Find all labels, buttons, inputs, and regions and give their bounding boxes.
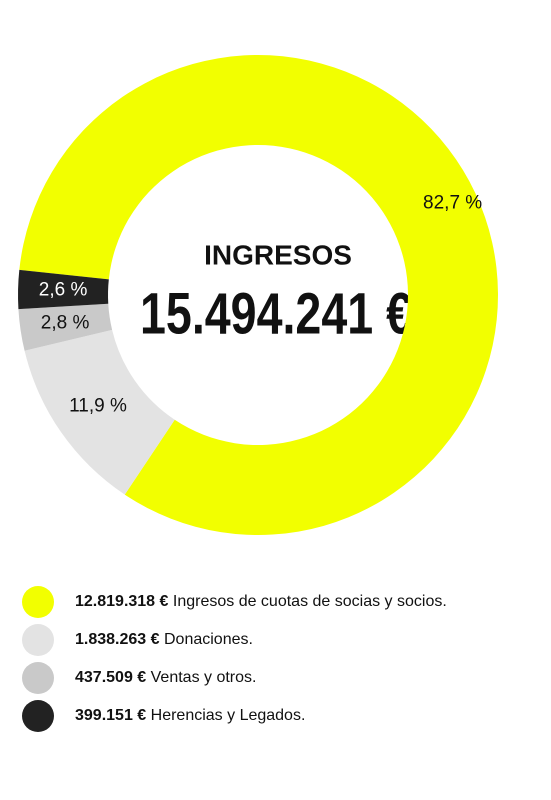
legend-amount: 437.509 € — [75, 669, 146, 686]
legend-entry: 437.509 € Ventas y otros. — [75, 669, 256, 686]
legend-amount: 399.151 € — [75, 707, 146, 724]
legend-entry: 12.819.318 € Ingresos de cuotas de socia… — [75, 593, 447, 610]
donut-segment — [19, 55, 499, 536]
chart-title: INGRESOS — [204, 239, 352, 270]
legend-entry: 399.151 € Herencias y Legados. — [75, 707, 305, 724]
segment-label: 82,7 % — [423, 193, 482, 214]
legend-amount: 1.838.263 € — [75, 631, 160, 648]
legend-label: Ventas y otros. — [151, 669, 257, 686]
legend-swatch — [22, 662, 54, 694]
segment-label: 11,9 % — [69, 395, 127, 416]
legend-label: Ingresos de cuotas de socias y socios. — [173, 593, 447, 610]
donut-segment — [18, 269, 109, 310]
total: 15.494.241 € — [140, 281, 412, 346]
donut-segment — [24, 329, 175, 495]
segment-label: 2,6 % — [39, 280, 88, 301]
donut-segment — [18, 303, 113, 351]
legend-amount: 12.819.318 € — [75, 593, 169, 610]
legend-label: Herencias y Legados. — [151, 707, 306, 724]
legend-label: Donaciones. — [164, 631, 253, 648]
legend-swatch — [22, 624, 54, 656]
segment-label: 2,8 % — [41, 313, 90, 334]
legend-swatch — [22, 586, 54, 618]
legend-swatch — [22, 700, 54, 732]
legend-entry: 1.838.263 € Donaciones. — [75, 631, 253, 648]
